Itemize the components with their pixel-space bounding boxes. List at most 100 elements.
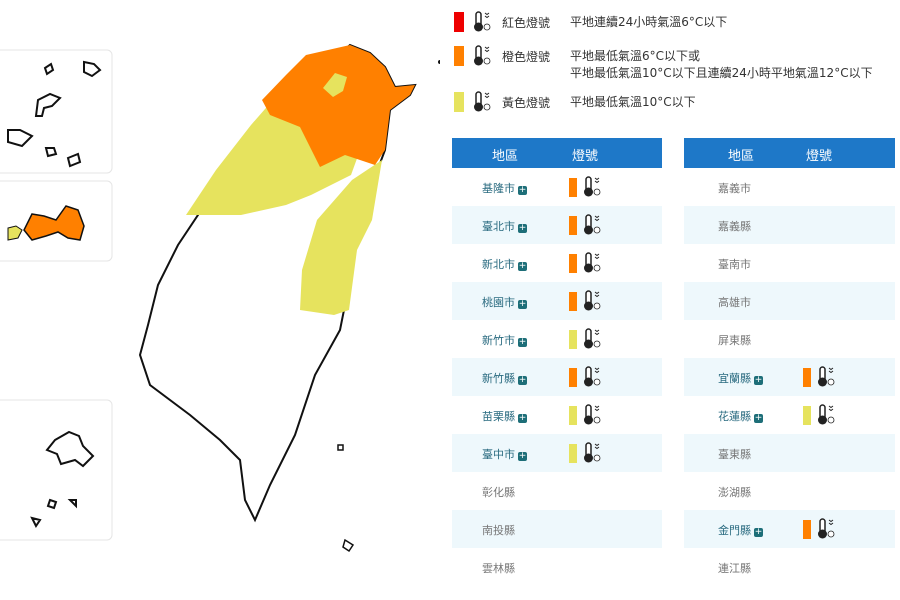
legend-description: 平地最低氣溫6°C以下或平地最低氣溫10°C以下且連續24小時平地氣溫12°C以…	[570, 48, 873, 82]
signal-orange	[569, 368, 577, 387]
taiwan-main-island	[138, 43, 417, 523]
legend-description-line: 平地連續24小時氣溫6°C以下	[570, 15, 728, 29]
legend-description-line: 平地最低氣溫10°C以下且連續24小時平地氣溫12°C以下	[570, 66, 873, 80]
legend-description-line: 平地最低氣溫10°C以下	[570, 95, 696, 109]
inset-penghu	[0, 399, 113, 541]
region-name: 臺南市	[718, 258, 751, 271]
thermometer-icon	[472, 90, 492, 117]
region-name[interactable]: 金門縣 +	[718, 524, 763, 537]
signal-orange	[569, 254, 577, 273]
expand-plus-icon[interactable]: +	[518, 451, 527, 461]
table-row: 臺南市	[684, 244, 895, 282]
table-row: 臺北市 +	[452, 206, 662, 244]
header-signal: 燈號	[806, 149, 833, 164]
table-row: 高雄市	[684, 282, 895, 320]
thermometer-icon	[582, 365, 602, 392]
expand-plus-icon[interactable]: +	[518, 261, 527, 271]
table-right: 地區 燈號 嘉義市 嘉義縣 臺南市 高雄市 屏東縣 宜蘭縣 + 花蓮縣 + 臺東縣 澎…	[684, 138, 895, 586]
region-name[interactable]: 基隆市 +	[482, 182, 527, 195]
region-name: 雲林縣	[482, 562, 515, 575]
table-row: 桃園市 +	[452, 282, 662, 320]
expand-plus-icon[interactable]: +	[518, 375, 527, 385]
region-name: 南投縣	[482, 524, 515, 537]
region-name[interactable]: 宜蘭縣 +	[718, 372, 763, 385]
signal-yellow	[569, 444, 577, 463]
region-name[interactable]: 桃園市 +	[482, 296, 527, 309]
signal-yellow	[803, 406, 811, 425]
table-row: 彰化縣	[452, 472, 662, 510]
table-row: 臺東縣	[684, 434, 895, 472]
signal-orange	[803, 368, 811, 387]
expand-plus-icon[interactable]: +	[518, 299, 527, 309]
color-swatch	[454, 12, 464, 32]
table-row: 花蓮縣 +	[684, 396, 895, 434]
expand-plus-icon[interactable]: +	[754, 413, 763, 423]
header-region: 地區	[492, 149, 519, 164]
signal-orange	[569, 178, 577, 197]
legend-name: 橙色燈號	[502, 50, 551, 64]
region-name: 臺東縣	[718, 448, 751, 461]
inset-kinmen	[0, 180, 113, 262]
thermometer-icon	[582, 251, 602, 278]
table-row: 新北市 +	[452, 244, 662, 282]
table-row: 苗栗縣 +	[452, 396, 662, 434]
header-region: 地區	[728, 149, 755, 164]
thermometer-icon	[582, 403, 602, 430]
inset-matsu	[0, 49, 113, 174]
region-name[interactable]: 新竹縣 +	[482, 372, 527, 385]
table-row: 嘉義市	[684, 168, 895, 206]
signal-yellow	[569, 330, 577, 349]
table-row: 基隆市 +	[452, 168, 662, 206]
region-name: 彰化縣	[482, 486, 515, 499]
region-name: 澎湖縣	[718, 486, 751, 499]
table-row: 嘉義縣	[684, 206, 895, 244]
signal-orange	[569, 216, 577, 235]
table-row: 宜蘭縣 +	[684, 358, 895, 396]
thermometer-icon	[582, 327, 602, 354]
region-name[interactable]: 新北市 +	[482, 258, 527, 271]
signal-orange	[569, 292, 577, 311]
thermometer-icon	[816, 365, 836, 392]
legend-item: 紅色燈號 平地連續24小時氣溫6°C以下	[452, 10, 900, 38]
thermometer-icon	[582, 175, 602, 202]
table-row: 金門縣 +	[684, 510, 895, 548]
signal-yellow	[569, 406, 577, 425]
legend-item: 黃色燈號 平地最低氣溫10°C以下	[452, 90, 900, 118]
expand-plus-icon[interactable]: +	[518, 337, 527, 347]
expand-plus-icon[interactable]: +	[754, 375, 763, 385]
color-swatch	[454, 46, 464, 66]
thermometer-icon	[472, 10, 492, 37]
region-name[interactable]: 花蓮縣 +	[718, 410, 763, 423]
region-name: 屏東縣	[718, 334, 751, 347]
legend-description-line: 平地最低氣溫6°C以下或	[570, 49, 701, 63]
legend-name: 紅色燈號	[502, 16, 551, 30]
thermometer-icon	[582, 441, 602, 468]
region-name: 高雄市	[718, 296, 751, 309]
region-name: 連江縣	[718, 562, 751, 575]
table-left: 地區 燈號 基隆市 + 臺北市 + 新北市 + 桃園市 + 新竹市 + 新竹縣 + 苗栗縣 + …	[452, 138, 662, 586]
thermometer-icon	[582, 289, 602, 316]
signal-orange	[803, 520, 811, 539]
table-header: 地區 燈號	[452, 138, 662, 168]
table-row: 雲林縣	[452, 548, 662, 586]
legend-item: 橙色燈號 平地最低氣溫6°C以下或平地最低氣溫10°C以下且連續24小時平地氣溫…	[452, 44, 900, 80]
region-name[interactable]: 苗栗縣 +	[482, 410, 527, 423]
table-row: 新竹市 +	[452, 320, 662, 358]
expand-plus-icon[interactable]: +	[518, 185, 527, 195]
taiwan-warning-map	[0, 43, 440, 553]
region-name[interactable]: 臺北市 +	[482, 220, 527, 233]
table-row: 澎湖縣	[684, 472, 895, 510]
expand-plus-icon[interactable]: +	[518, 223, 527, 233]
region-name[interactable]: 臺中市 +	[482, 448, 527, 461]
expand-plus-icon[interactable]: +	[754, 527, 763, 537]
region-name: 嘉義市	[718, 182, 751, 195]
color-swatch	[454, 92, 464, 112]
expand-plus-icon[interactable]: +	[518, 413, 527, 423]
table-row: 臺中市 +	[452, 434, 662, 472]
region-name[interactable]: 新竹市 +	[482, 334, 527, 347]
legend-name: 黃色燈號	[502, 96, 551, 110]
thermometer-icon	[472, 44, 492, 71]
region-name: 嘉義縣	[718, 220, 751, 233]
table-header: 地區 燈號	[684, 138, 895, 168]
table-row: 南投縣	[452, 510, 662, 548]
